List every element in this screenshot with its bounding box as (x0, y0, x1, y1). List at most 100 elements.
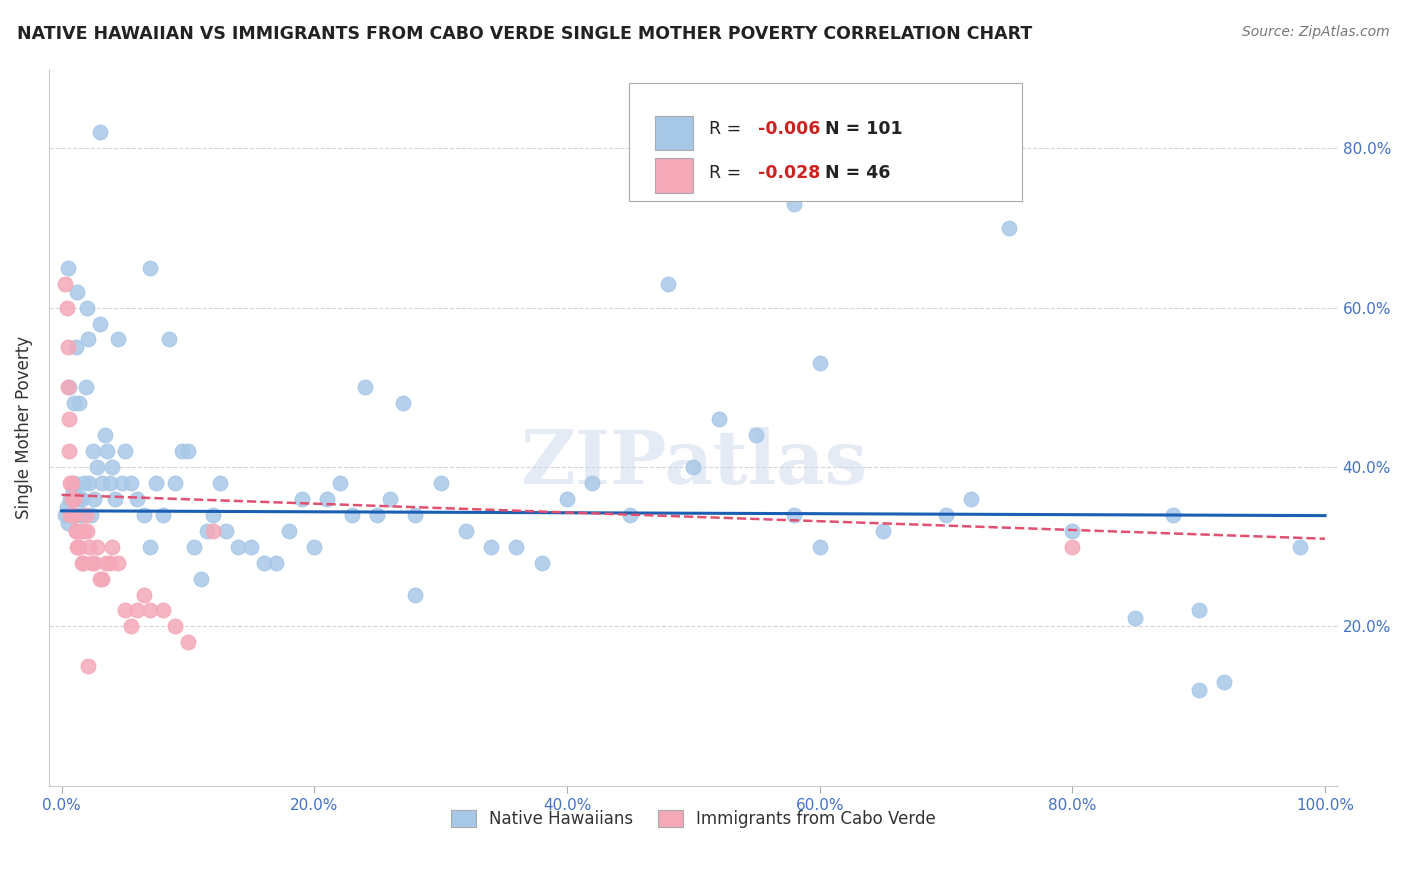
Point (157, 333, 180, 347)
Point (73, 475, 96, 490)
Point (70, 491, 93, 506)
Point (240, 540, 263, 554)
Point (1062, 540, 1084, 554)
Point (152, 508, 174, 522)
Text: ZIPatlas: ZIPatlas (520, 426, 868, 500)
Point (96, 444, 118, 458)
Point (76, 301, 98, 315)
Point (73, 524, 96, 538)
Point (65, 524, 87, 538)
Point (1213, 675, 1236, 690)
Point (63, 475, 86, 490)
Point (404, 508, 426, 522)
Point (530, 556, 553, 570)
Point (872, 524, 894, 538)
Point (555, 491, 578, 506)
Point (58, 380, 80, 394)
Point (581, 475, 603, 490)
Point (70, 556, 93, 570)
Point (63, 396, 86, 410)
Point (67, 396, 90, 410)
Text: R =: R = (709, 120, 747, 137)
Point (66, 540, 89, 554)
Point (79, 540, 101, 554)
Point (329, 475, 352, 490)
Point (77, 659, 100, 673)
Point (72, 556, 94, 570)
Point (165, 475, 187, 490)
Point (454, 524, 477, 538)
Point (657, 277, 679, 291)
Point (63, 491, 86, 506)
Point (91, 475, 114, 490)
Point (101, 540, 124, 554)
Point (228, 540, 250, 554)
Point (195, 524, 218, 538)
Point (127, 491, 149, 506)
Point (66, 540, 89, 554)
Point (86, 540, 108, 554)
Point (366, 508, 388, 522)
Point (114, 444, 136, 458)
Point (139, 540, 162, 554)
Point (353, 380, 375, 394)
Point (505, 540, 527, 554)
Point (165, 619, 187, 633)
FancyBboxPatch shape (628, 83, 1022, 202)
Point (190, 572, 212, 586)
Point (67, 540, 90, 554)
Point (86, 460, 108, 475)
Point (1188, 603, 1211, 617)
Point (56, 341, 79, 355)
Point (202, 508, 225, 522)
Point (340, 508, 363, 522)
Text: NATIVE HAWAIIAN VS IMMIGRANTS FROM CABO VERDE SINGLE MOTHER POVERTY CORRELATION : NATIVE HAWAIIAN VS IMMIGRANTS FROM CABO … (17, 25, 1032, 43)
Point (76, 524, 98, 538)
Point (94, 556, 117, 570)
Point (619, 508, 641, 522)
Point (82, 444, 104, 458)
Point (783, 508, 806, 522)
Point (56, 260, 79, 275)
Point (127, 603, 149, 617)
Point (429, 475, 451, 490)
Point (55, 277, 77, 291)
Point (304, 540, 326, 554)
Point (139, 260, 162, 275)
Point (89, 317, 111, 331)
Point (111, 475, 134, 490)
Point (60, 491, 83, 506)
Point (80, 556, 103, 570)
Point (107, 556, 129, 570)
Point (139, 603, 162, 617)
Point (55, 301, 77, 315)
Point (65, 524, 87, 538)
Point (208, 475, 231, 490)
Point (177, 444, 200, 458)
Point (291, 491, 314, 506)
Point (202, 524, 225, 538)
Point (69, 491, 91, 506)
Point (66, 285, 89, 299)
Point (152, 603, 174, 617)
Point (56, 516, 79, 530)
Point (89, 572, 111, 586)
Point (1188, 683, 1211, 698)
Point (79, 508, 101, 522)
Point (316, 491, 339, 506)
Point (77, 333, 100, 347)
Point (59, 508, 82, 522)
Text: N = 101: N = 101 (825, 120, 903, 137)
Point (65, 341, 87, 355)
Point (783, 197, 806, 211)
Point (266, 556, 288, 570)
Text: -0.028: -0.028 (758, 164, 820, 182)
Point (808, 356, 831, 370)
Point (98, 475, 121, 490)
Point (1288, 540, 1310, 554)
Point (75, 380, 97, 394)
Point (479, 540, 502, 554)
Point (69, 508, 91, 522)
Text: Source: ZipAtlas.com: Source: ZipAtlas.com (1241, 25, 1389, 39)
Point (120, 619, 142, 633)
